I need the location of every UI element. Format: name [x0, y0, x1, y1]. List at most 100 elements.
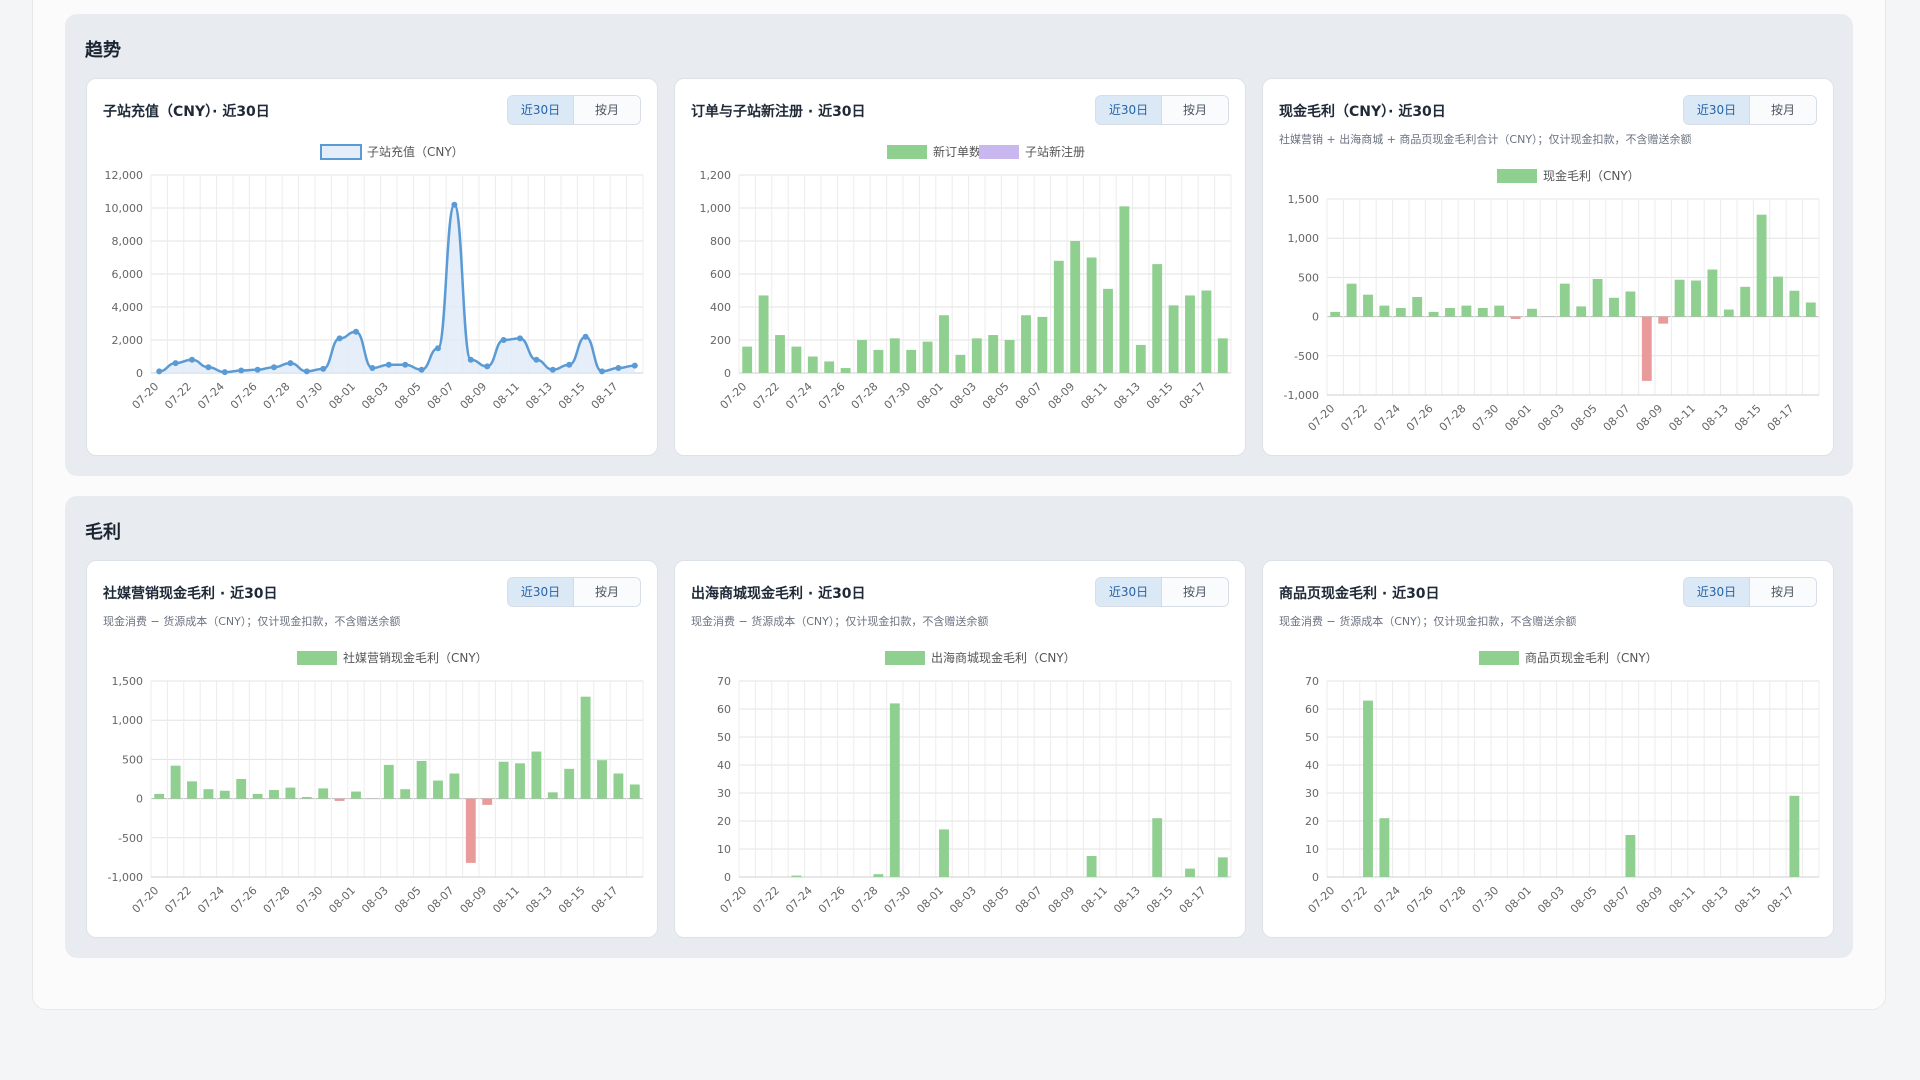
- y-tick-label: 50: [1305, 731, 1319, 744]
- bar: [1494, 305, 1505, 317]
- card-title: 出海商城现金毛利 · 近30日: [691, 586, 866, 602]
- legend-label: 社媒营销现金毛利（CNY）: [343, 650, 488, 665]
- bar: [1527, 308, 1537, 317]
- card-title: 订单与子站新注册 · 近30日: [691, 104, 866, 120]
- range-30d-button[interactable]: 近30日: [1684, 578, 1750, 606]
- bar: [1723, 309, 1734, 317]
- y-tick-label: 60: [717, 703, 731, 716]
- bar: [1707, 269, 1718, 317]
- bar: [547, 792, 558, 799]
- bar: [1152, 818, 1163, 877]
- y-tick-label: 500: [122, 753, 143, 766]
- x-tick-label: 08-15: [1144, 884, 1176, 916]
- y-tick-label: 10: [717, 843, 731, 856]
- bar: [1103, 288, 1113, 373]
- legend-label: 现金毛利（CNY）: [1543, 168, 1640, 183]
- bar: [1510, 316, 1521, 319]
- x-tick-label: 08-17: [589, 884, 621, 916]
- y-tick-label: 0: [136, 793, 143, 806]
- bar: [1086, 856, 1097, 877]
- x-tick-label: 08-09: [1634, 402, 1666, 434]
- x-tick-label: 07-24: [783, 380, 815, 412]
- bar: [597, 760, 607, 799]
- bar: [1789, 795, 1800, 877]
- y-tick-label: 20: [717, 815, 731, 828]
- chart-svg: 社媒营销现金毛利（CNY） -1,000 -500 0 500 1,000 1,500 07-…: [108, 650, 644, 916]
- bar: [498, 761, 509, 799]
- range-monthly-button[interactable]: 按月: [1162, 96, 1228, 124]
- y-tick-label: 10: [1305, 843, 1319, 856]
- bar: [1217, 857, 1228, 877]
- x-tick-label: 07-26: [1404, 884, 1436, 916]
- line-point: [631, 362, 638, 369]
- x-tick-label: 07-28: [849, 380, 881, 412]
- card-subtitle: 现金消费 − 货源成本（CNY）；仅计现金扣款，不含赠送余额: [103, 615, 401, 628]
- section-title: 趋势: [85, 40, 121, 61]
- bar: [807, 356, 818, 373]
- bar: [285, 787, 296, 799]
- range-monthly-button[interactable]: 按月: [574, 96, 640, 124]
- x-tick-label: 08-09: [1046, 884, 1078, 916]
- x-tick-label: 07-20: [1306, 884, 1338, 916]
- bar: [433, 780, 443, 799]
- line-point: [451, 201, 458, 208]
- range-monthly-button[interactable]: 按月: [574, 578, 640, 606]
- bar: [955, 354, 966, 373]
- legend-swatch: [1497, 169, 1537, 183]
- bar: [1412, 297, 1423, 317]
- range-monthly-button[interactable]: 按月: [1750, 96, 1816, 124]
- y-tick-label: 4,000: [112, 301, 144, 314]
- chart-card: 订单与子站新注册 · 近30日 近30日 按月 新订单数 子站新注册 0 200 400 600…: [674, 78, 1246, 456]
- bar: [742, 346, 753, 373]
- x-tick-label: 07-26: [816, 884, 848, 916]
- x-tick-label: 08-01: [1502, 402, 1534, 434]
- y-tick-label: 50: [717, 731, 731, 744]
- range-30d-button[interactable]: 近30日: [508, 578, 574, 606]
- line-point: [320, 365, 327, 372]
- bar: [791, 346, 802, 373]
- y-tick-label: 1,500: [112, 675, 144, 688]
- legend-swatch: [320, 144, 362, 160]
- x-tick-label: 07-22: [1338, 884, 1370, 916]
- range-monthly-button[interactable]: 按月: [1162, 578, 1228, 606]
- legend-label: 子站新注册: [1025, 144, 1085, 159]
- bar: [1185, 295, 1195, 373]
- x-tick-label: 08-17: [589, 380, 621, 412]
- legend-swatch: [1479, 651, 1519, 665]
- range-30d-button[interactable]: 近30日: [1096, 96, 1162, 124]
- bar: [1805, 302, 1816, 317]
- line-point: [418, 366, 425, 373]
- range-toggle: 近30日 按月: [1095, 577, 1229, 607]
- bar: [334, 798, 345, 801]
- range-30d-button[interactable]: 近30日: [1096, 578, 1162, 606]
- x-tick-label: 07-28: [261, 380, 293, 412]
- y-tick-label: 8,000: [112, 235, 144, 248]
- range-30d-button[interactable]: 近30日: [508, 96, 574, 124]
- x-tick-label: 08-07: [1013, 380, 1045, 412]
- chart-legend: 社媒营销现金毛利（CNY）: [297, 650, 488, 665]
- x-tick-label: 08-07: [1013, 884, 1045, 916]
- x-tick-label: 08-13: [1699, 402, 1731, 434]
- x-tick-label: 08-13: [523, 380, 555, 412]
- y-tick-label: 1,000: [1288, 232, 1320, 245]
- range-monthly-button[interactable]: 按月: [1750, 578, 1816, 606]
- x-tick-label: 07-30: [294, 380, 326, 412]
- chart-card: 商品页现金毛利 · 近30日 现金消费 − 货源成本（CNY）；仅计现金扣款，不含…: [1262, 560, 1834, 938]
- bar: [775, 335, 785, 373]
- bar: [1070, 241, 1081, 373]
- line-point: [599, 368, 605, 375]
- bar: [1037, 316, 1048, 373]
- card-title: 社媒营销现金毛利 · 近30日: [103, 586, 278, 602]
- bar: [873, 874, 884, 877]
- legend-swatch: [297, 651, 337, 665]
- bar: [219, 790, 230, 799]
- range-toggle: 近30日 按月: [507, 95, 641, 125]
- y-tick-label: 70: [1305, 675, 1319, 688]
- bar: [1379, 818, 1390, 877]
- y-tick-label: 600: [710, 268, 731, 281]
- x-tick-label: 08-01: [914, 884, 946, 916]
- bar: [840, 368, 851, 373]
- bar: [1201, 290, 1212, 373]
- range-30d-button[interactable]: 近30日: [1684, 96, 1750, 124]
- y-tick-label: 40: [717, 759, 731, 772]
